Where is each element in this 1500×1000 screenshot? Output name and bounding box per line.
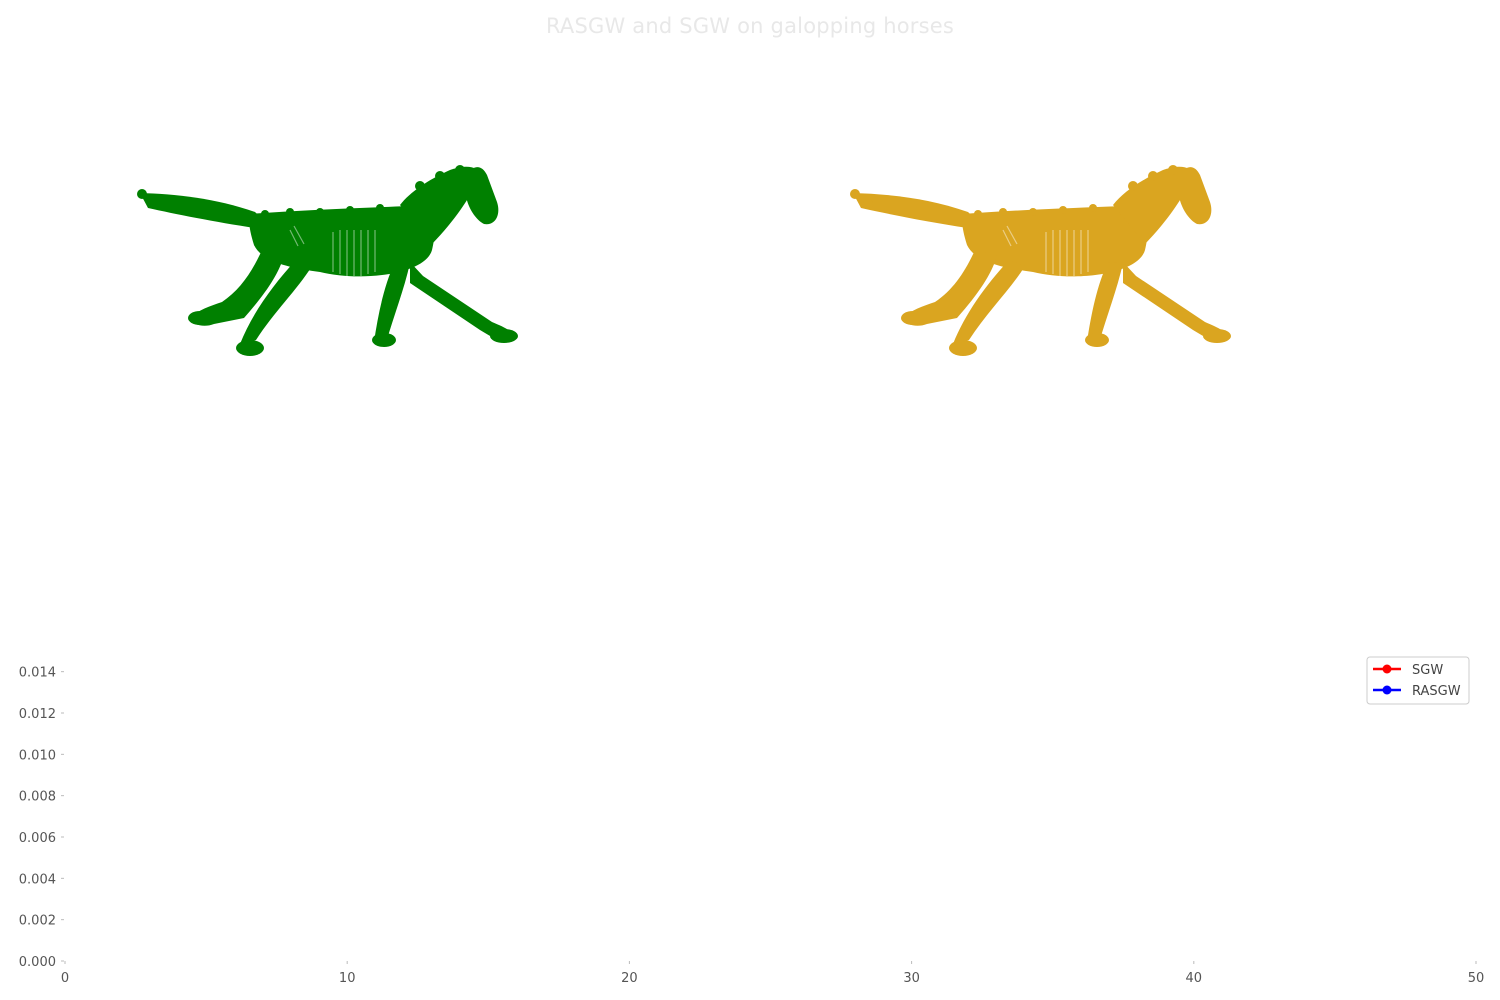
y-tick-label: 0.006 [19,831,56,846]
figure-title: RASGW and SGW on galopping horses [545,14,955,38]
x-tick-label: 20 [621,971,638,986]
legend-label-rasgw: RASGW [1412,684,1461,699]
y-tick-label: 0.012 [19,707,56,722]
legend-marker-rasgw [1382,685,1392,695]
x-tick-label: 40 [1186,971,1203,986]
chart-axes: 0 10 20 30 40 50 0.000 0.002 0.004 0.006 0.008 0.01… [19,666,1484,986]
legend-marker-sgw [1382,664,1392,674]
chart-legend[interactable]: SGW RASGW [1366,656,1470,705]
x-tick-label: 50 [1468,971,1485,986]
y-tick-label: 0.002 [19,914,56,929]
x-tick-label: 10 [339,971,356,986]
legend-label-sgw: SGW [1412,663,1443,678]
y-tick-label: 0.004 [19,872,56,887]
y-tick-label: 0.000 [19,955,56,970]
x-tick-label: 0 [61,971,69,986]
y-tick-label: 0.008 [19,790,56,805]
y-tick-label: 0.014 [19,666,56,681]
y-tick-label: 0.010 [19,748,56,763]
x-tick-label: 30 [903,971,920,986]
